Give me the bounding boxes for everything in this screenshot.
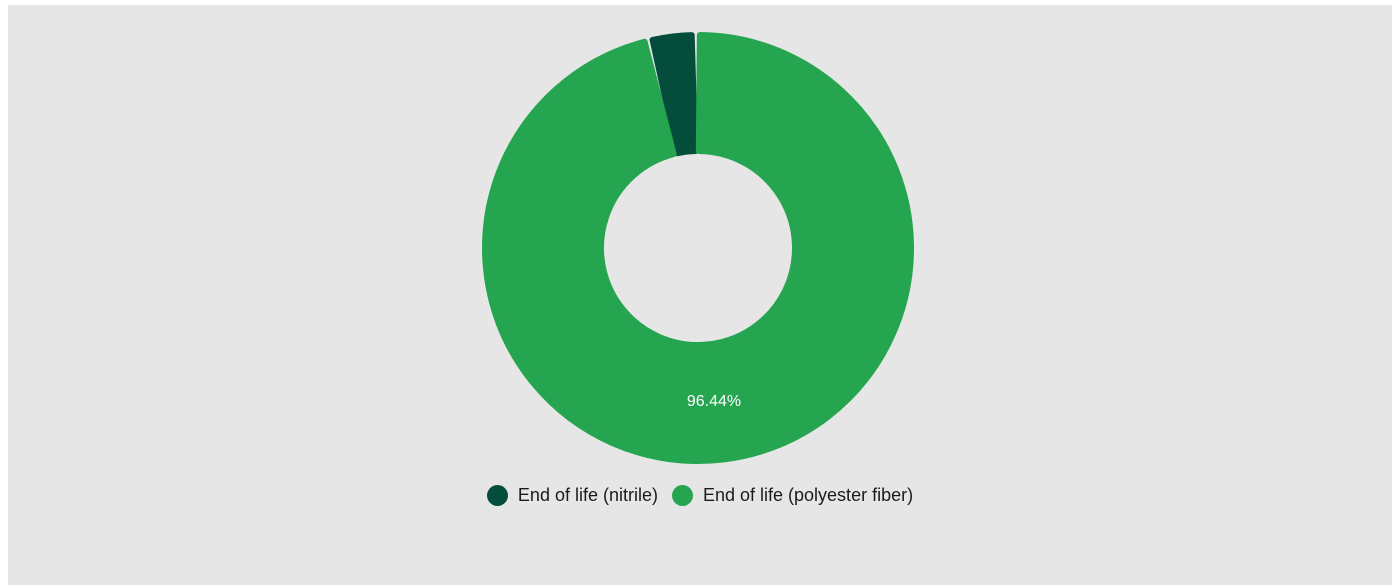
- donut-slice-nitrile[interactable]: [649, 32, 699, 157]
- chart-panel: 96.44% End of life (nitrile) End of life…: [8, 5, 1392, 585]
- legend-swatch-polyester: [671, 485, 693, 506]
- legend-item-polyester[interactable]: End of life (polyester fiber): [671, 485, 914, 506]
- legend-item-nitrile[interactable]: End of life (nitrile): [486, 485, 658, 506]
- legend-swatch-nitrile: [486, 485, 508, 506]
- legend-label-polyester: End of life (polyester fiber): [702, 485, 914, 505]
- donut-slices: [482, 32, 914, 464]
- donut-slice-polyester[interactable]: [482, 32, 914, 464]
- chart-legend: End of life (nitrile) End of life (polye…: [8, 485, 1392, 506]
- donut-chart: 96.44%: [482, 32, 914, 464]
- slice-data-label-polyester: 96.44%: [687, 393, 741, 410]
- legend-label-nitrile: End of life (nitrile): [517, 485, 658, 505]
